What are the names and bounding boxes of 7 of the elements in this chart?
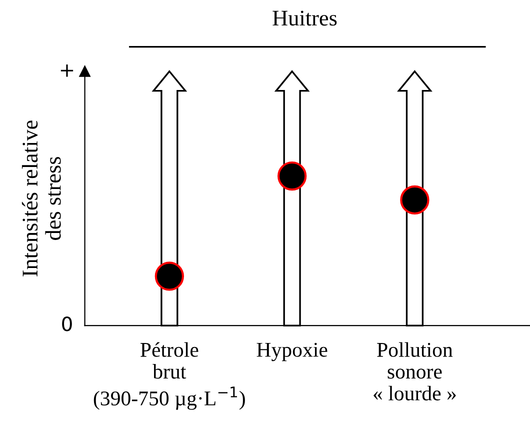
x-tick-label: Pétrole brut (390-750 µg·L$^{−1}$) bbox=[94, 342, 245, 410]
chart-title: Huitres bbox=[272, 10, 337, 26]
x-tick-label: Hypoxie bbox=[256, 342, 328, 362]
text: + bbox=[60, 64, 74, 77]
y-axis-title: Intensités relative des stress bbox=[22, 120, 61, 276]
text: 0 bbox=[62, 316, 72, 332]
x-tick-label: Pollution sonore « lourde » bbox=[374, 342, 456, 400]
